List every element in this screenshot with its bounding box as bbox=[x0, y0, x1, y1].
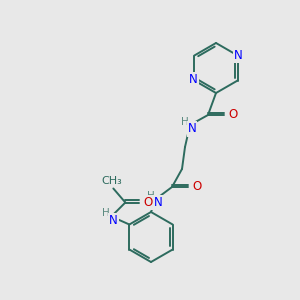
Text: N: N bbox=[189, 73, 198, 86]
Text: O: O bbox=[192, 181, 202, 194]
Text: H: H bbox=[103, 208, 110, 218]
Text: N: N bbox=[154, 196, 162, 209]
Text: H: H bbox=[181, 117, 189, 127]
Text: H: H bbox=[147, 191, 155, 201]
Text: N: N bbox=[234, 49, 243, 62]
Text: CH₃: CH₃ bbox=[101, 176, 122, 185]
Text: N: N bbox=[188, 122, 196, 136]
Text: N: N bbox=[109, 214, 118, 227]
Text: O: O bbox=[228, 109, 238, 122]
Text: O: O bbox=[144, 196, 153, 209]
